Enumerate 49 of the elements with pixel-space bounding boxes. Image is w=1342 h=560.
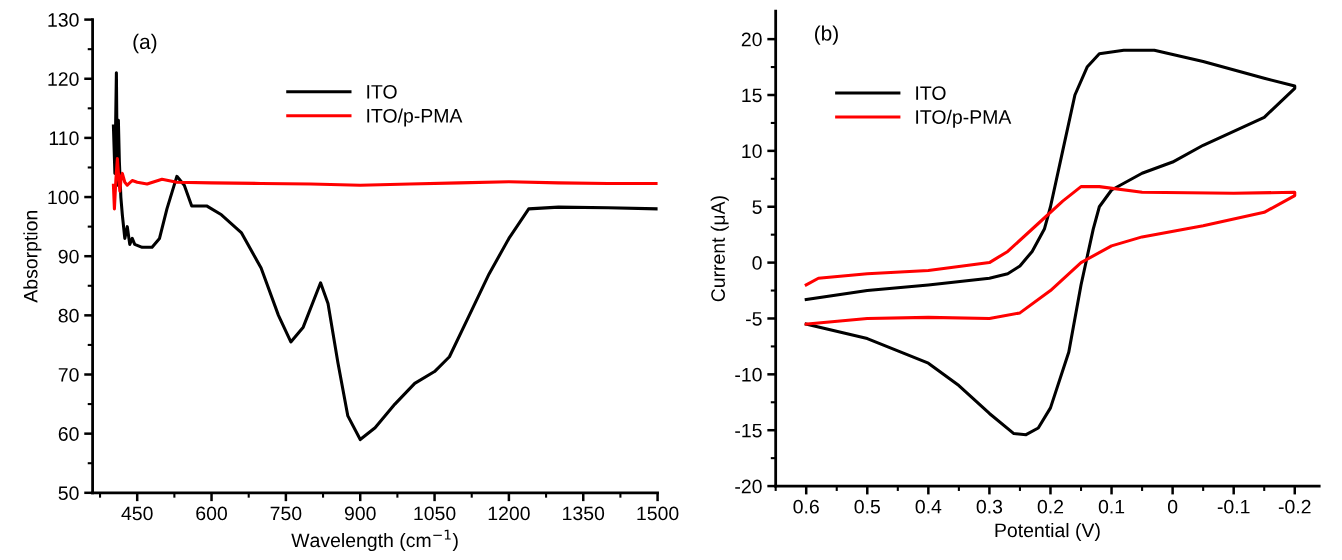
x-tick-label: 450 <box>121 506 153 521</box>
x-axis-title: Potential (V) <box>995 522 1100 542</box>
x-tick-label: 750 <box>270 506 302 521</box>
legend-label: ITO <box>367 84 397 99</box>
x-tick-label: 0.4 <box>915 499 942 514</box>
y-tick-label: 20 <box>741 32 762 47</box>
annotation: (a) <box>133 33 157 54</box>
line-series <box>804 48 1297 437</box>
x-tick-label: 1350 <box>563 506 605 521</box>
x-tick-label: 0.5 <box>854 499 880 514</box>
y-tick-label: 15 <box>742 88 762 103</box>
x-tick-label: -0.2 <box>1278 499 1311 514</box>
line-series <box>804 185 1297 326</box>
x-tick-label: 1500 <box>637 506 679 521</box>
y-tick-label: 90 <box>58 249 79 264</box>
x-tick-label: 0.2 <box>1037 499 1064 514</box>
x-tick-label: 1050 <box>414 506 456 521</box>
y-tick-label: -5 <box>746 312 762 326</box>
y-tick-label: 120 <box>48 72 79 86</box>
y-axis-title: Current (μA) <box>710 196 729 302</box>
y-tick-label: 60 <box>58 427 79 441</box>
y-tick-label: 100 <box>48 190 79 205</box>
x-tick-label: 0.6 <box>793 499 819 514</box>
y-tick-label: 0 <box>752 256 762 270</box>
x-tick-label: 600 <box>196 506 227 521</box>
y-tick-label: 80 <box>58 308 79 323</box>
y-tick-label: 70 <box>58 367 79 382</box>
y-axis-title: Absorption <box>23 210 42 303</box>
annotation: (b) <box>815 25 838 45</box>
legend-label: ITO/p-PMA <box>367 108 463 127</box>
x-axis-title: Wavelength (cm$^{−1}$) <box>291 529 458 552</box>
legend-label: ITO/p-PMA <box>916 109 1012 128</box>
x-tick-label: 0 <box>1167 499 1178 514</box>
x-tick-label: 900 <box>344 506 376 521</box>
line-series <box>111 157 658 211</box>
y-tick-label: -20 <box>735 479 762 494</box>
y-tick-label: 50 <box>58 486 79 501</box>
y-tick-label: 5 <box>752 200 762 214</box>
y-tick-label: 130 <box>48 13 79 27</box>
line-series <box>111 71 658 442</box>
y-tick-label: 110 <box>49 131 79 146</box>
y-tick-label: 10 <box>742 144 762 159</box>
x-tick-label: 0.3 <box>976 499 1003 514</box>
x-tick-label: -0.1 <box>1217 499 1250 514</box>
y-tick-label: -10 <box>735 367 762 382</box>
legend-label: ITO <box>916 86 946 100</box>
y-tick-label: -15 <box>735 423 762 438</box>
x-tick-label: 1200 <box>488 506 530 521</box>
x-tick-label: 0.1 <box>1098 499 1125 514</box>
